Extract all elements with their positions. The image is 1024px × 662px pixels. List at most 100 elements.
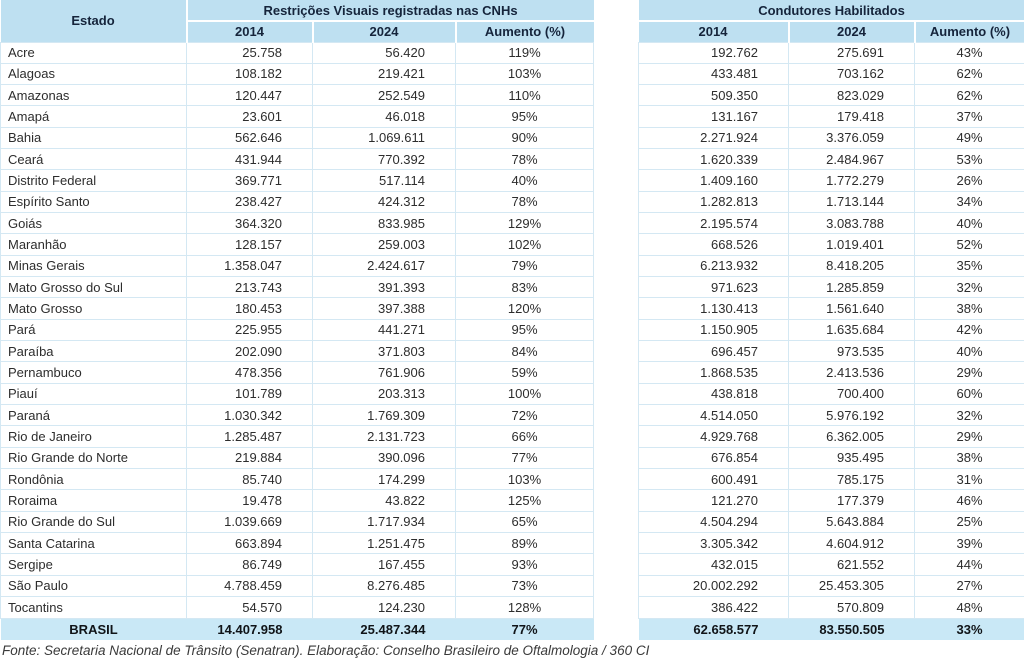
cond-2014-cell: 668.526 [638, 233, 789, 256]
cnh-increase-cell: 128% [454, 596, 595, 619]
state-cell: Sergipe [0, 553, 187, 576]
cond-2024-cell: 703.162 [788, 62, 915, 86]
state-cell: Minas Gerais [0, 254, 187, 278]
table-row: Rio Grande do Norte 219.884 390.096 77% [0, 446, 595, 470]
cnh-2014-cell: 23.601 [186, 105, 313, 128]
total-cond-increase: 33% [914, 618, 1024, 640]
cnh-increase-cell: 79% [454, 254, 595, 278]
cnh-increase-cell: 78% [454, 148, 595, 171]
cond-2014-cell: 433.481 [638, 62, 789, 86]
cond-increase-cell: 27% [914, 574, 1024, 598]
cnh-2024-cell: 391.393 [312, 276, 456, 299]
cond-2014-cell: 2.195.574 [638, 212, 789, 235]
cond-2024-cell: 2.484.967 [788, 148, 915, 171]
cnh-2014-cell: 213.743 [186, 276, 313, 299]
state-cell: Rondônia [0, 468, 187, 491]
table-row: 1.409.160 1.772.279 26% [638, 169, 1024, 192]
table-row: 2.195.574 3.083.788 40% [638, 212, 1024, 235]
table-row: Maranhão 128.157 259.003 102% [0, 233, 595, 256]
table-row: 600.491 785.175 31% [638, 468, 1024, 491]
table-row: 4.504.294 5.643.884 25% [638, 510, 1024, 534]
state-cell: Alagoas [0, 62, 187, 86]
cnh-table-header: Estado Restrições Visuais registradas na… [0, 0, 594, 42]
table-row: Ceará 431.944 770.392 78% [0, 148, 595, 171]
cnh-2014-cell: 663.894 [186, 532, 313, 555]
state-cell: Paraíba [0, 340, 187, 363]
cond-2014-cell: 4.514.050 [638, 404, 789, 427]
cond-increase-cell: 42% [914, 318, 1024, 342]
cond-2024-cell: 25.453.305 [788, 574, 915, 598]
cond-2014-cell: 432.015 [638, 553, 789, 576]
cond-table-title: Condutores Habilitados [638, 0, 1024, 22]
cnh-col-increase-header: Aumento (%) [454, 21, 594, 42]
cond-2024-cell: 1.772.279 [788, 169, 915, 192]
state-cell: Amapá [0, 105, 187, 128]
cond-increase-cell: 40% [914, 212, 1024, 235]
cnh-2024-cell: 1.069.611 [312, 126, 456, 150]
table-row: 6.213.932 8.418.205 35% [638, 254, 1024, 278]
state-cell: Tocantins [0, 596, 187, 619]
total-cnh-increase: 77% [455, 618, 594, 640]
cnh-increase-cell: 73% [454, 574, 595, 598]
table-row: 2.271.924 3.376.059 49% [638, 126, 1024, 150]
table-row: Paraná 1.030.342 1.769.309 72% [0, 404, 595, 427]
cnh-increase-cell: 110% [454, 84, 595, 107]
cnh-increase-cell: 103% [454, 62, 595, 86]
state-cell: Santa Catarina [0, 532, 187, 555]
cnh-increase-cell: 90% [454, 126, 595, 150]
cond-increase-cell: 62% [914, 84, 1024, 107]
cnh-restrictions-table: Estado Restrições Visuais registradas na… [0, 0, 595, 640]
state-cell: Rio de Janeiro [0, 425, 187, 448]
table-row: 433.481 703.162 62% [638, 62, 1024, 86]
table-row: 696.457 973.535 40% [638, 340, 1024, 363]
cnh-2014-cell: 562.646 [186, 126, 313, 150]
cnh-2024-cell: 1.769.309 [312, 404, 456, 427]
table-row: 438.818 700.400 60% [638, 382, 1024, 406]
cond-2024-cell: 177.379 [788, 489, 915, 512]
total-row: 62.658.577 83.550.505 33% [638, 618, 1024, 640]
state-cell: São Paulo [0, 574, 187, 598]
state-cell: Pernambuco [0, 361, 187, 384]
cond-increase-cell: 37% [914, 105, 1024, 128]
cnh-increase-cell: 59% [454, 361, 595, 384]
cnh-2014-cell: 19.478 [186, 489, 313, 512]
table-row: Distrito Federal 369.771 517.114 40% [0, 169, 595, 192]
cond-increase-cell: 52% [914, 233, 1024, 256]
state-cell: Acre [0, 41, 187, 64]
cond-2014-cell: 696.457 [638, 340, 789, 363]
cnh-increase-cell: 78% [454, 190, 595, 214]
cnh-2024-cell: 174.299 [312, 468, 456, 491]
cond-2014-cell: 192.762 [638, 41, 789, 64]
cnh-2014-cell: 1.039.669 [186, 510, 313, 534]
table-row: 971.623 1.285.859 32% [638, 276, 1024, 299]
cond-increase-cell: 29% [914, 425, 1024, 448]
cond-2024-cell: 3.083.788 [788, 212, 915, 235]
cnh-col-2024-header: 2024 [311, 21, 456, 42]
cond-increase-cell: 31% [914, 468, 1024, 491]
cond-2024-cell: 275.691 [788, 41, 915, 64]
cnh-2024-cell: 203.313 [312, 382, 456, 406]
table-row: 509.350 823.029 62% [638, 84, 1024, 107]
state-cell: Distrito Federal [0, 169, 187, 192]
cond-increase-cell: 35% [914, 254, 1024, 278]
cond-2024-cell: 700.400 [788, 382, 915, 406]
cond-2024-cell: 5.976.192 [788, 404, 915, 427]
cnh-2024-cell: 397.388 [312, 297, 456, 320]
cond-increase-cell: 48% [914, 596, 1024, 619]
cnh-2024-cell: 424.312 [312, 190, 456, 214]
cond-increase-cell: 40% [914, 340, 1024, 363]
cond-2024-cell: 1.561.640 [788, 297, 915, 320]
state-cell: Mato Grosso do Sul [0, 276, 187, 299]
table-row: Alagoas 108.182 219.421 103% [0, 62, 595, 86]
cond-increase-cell: 39% [914, 532, 1024, 555]
state-cell: Paraná [0, 404, 187, 427]
cnh-increase-cell: 119% [454, 41, 595, 64]
table-row: 4.514.050 5.976.192 32% [638, 404, 1024, 427]
total-cond-2014: 62.658.577 [638, 618, 789, 640]
cnh-2014-cell: 219.884 [186, 446, 313, 470]
cnh-2024-cell: 2.131.723 [312, 425, 456, 448]
cond-2014-cell: 1.282.813 [638, 190, 789, 214]
table-row: 1.150.905 1.635.684 42% [638, 318, 1024, 342]
table-row: Santa Catarina 663.894 1.251.475 89% [0, 532, 595, 555]
cond-increase-cell: 25% [914, 510, 1024, 534]
